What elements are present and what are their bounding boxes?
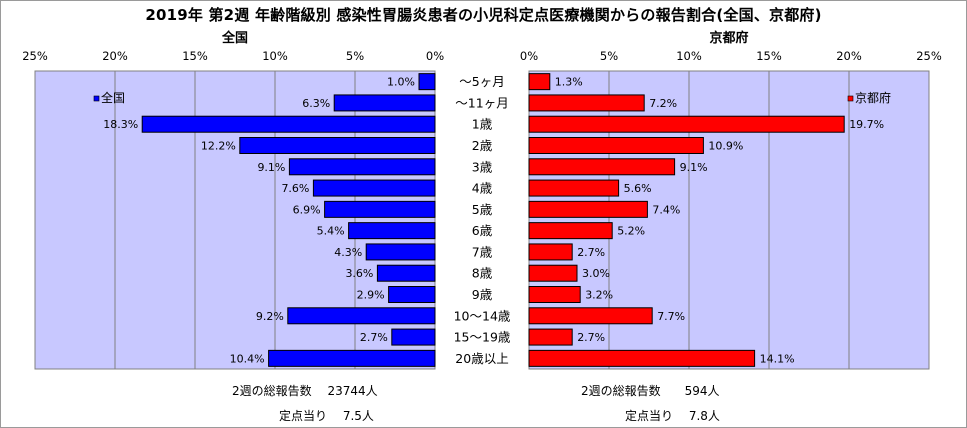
national-bar <box>287 307 436 325</box>
national-bar <box>141 115 436 133</box>
kyoto-legend-label: 京都府 <box>855 90 891 105</box>
category-label: ～5ヶ月 <box>459 74 504 89</box>
kyoto-value-label: 2.7% <box>577 331 605 344</box>
national-bar <box>376 264 436 282</box>
kyoto-tick-label: 5% <box>600 49 618 63</box>
kyoto-tick-label: 25% <box>916 49 942 63</box>
kyoto-bar <box>528 243 573 261</box>
kyoto-value-label: 10.9% <box>708 140 743 153</box>
national-bar <box>391 328 436 346</box>
national-value-label: 12.2% <box>201 140 236 153</box>
national-bar <box>239 137 436 154</box>
category-label: 6歳 <box>472 223 493 238</box>
national-bar <box>288 158 436 176</box>
national-tick-label: 15% <box>182 49 208 63</box>
national-tick-label: 5% <box>346 49 364 63</box>
category-label: 3歳 <box>472 159 493 174</box>
kyoto-total-reports: 2週の総報告数 594人 <box>581 384 720 398</box>
kyoto-value-label: 2.7% <box>577 246 605 259</box>
national-total-reports: 2週の総報告数 23744人 <box>232 384 378 398</box>
national-value-label: 6.3% <box>302 97 330 110</box>
kyoto-tick-label: 20% <box>836 49 862 63</box>
national-value-label: 3.6% <box>345 267 373 280</box>
category-label: 8歳 <box>472 266 493 281</box>
national-value-label: 18.3% <box>103 118 138 131</box>
kyoto-value-label: 3.2% <box>585 289 613 302</box>
national-bar <box>312 179 436 197</box>
category-label: 2歳 <box>472 138 493 153</box>
national-legend-swatch <box>93 95 100 102</box>
national-value-label: 2.7% <box>360 331 388 344</box>
category-label: 9歳 <box>472 287 493 302</box>
national-legend-label: 全国 <box>101 90 125 105</box>
kyoto-bar <box>528 307 653 325</box>
national-value-label: 10.4% <box>230 352 265 365</box>
kyoto-bar <box>528 179 620 197</box>
category-label: 7歳 <box>472 244 493 259</box>
category-label: 10～14歳 <box>454 308 511 323</box>
national-value-label: 9.2% <box>256 310 284 323</box>
national-value-label: 6.9% <box>293 203 321 216</box>
national-bar <box>333 94 436 112</box>
national-bar <box>348 222 436 240</box>
kyoto-bar <box>528 115 845 133</box>
kyoto-plot-area <box>528 70 930 370</box>
kyoto-bar <box>528 222 613 240</box>
kyoto-legend-swatch <box>847 95 854 102</box>
kyoto-value-label: 5.2% <box>617 225 645 238</box>
national-value-label: 4.3% <box>334 246 362 259</box>
national-tick-label: 20% <box>102 49 128 63</box>
national-bar <box>324 200 436 218</box>
national-plot-area <box>34 70 436 370</box>
kyoto-value-label: 7.2% <box>649 97 677 110</box>
kyoto-value-label: 1.3% <box>555 76 583 89</box>
category-label: 1歳 <box>472 117 493 132</box>
kyoto-bar <box>528 264 578 282</box>
national-value-label: 1.0% <box>387 76 415 89</box>
kyoto-bar <box>528 328 573 346</box>
national-tick-label: 0% <box>426 49 444 63</box>
kyoto-tick-label: 10% <box>676 49 702 63</box>
national-value-label: 9.1% <box>257 161 285 174</box>
national-value-label: 2.9% <box>357 289 385 302</box>
national-bar <box>365 243 436 261</box>
national-bar <box>418 73 436 91</box>
kyoto-panel-title: 京都府 <box>709 31 749 46</box>
kyoto-value-label: 7.7% <box>657 310 685 323</box>
kyoto-bar <box>528 286 581 303</box>
national-bar <box>268 349 436 367</box>
national-bar <box>388 286 436 303</box>
kyoto-value-label: 19.7% <box>849 118 884 131</box>
kyoto-bar <box>528 158 676 176</box>
main-title: 2019年 第2週 年齢階級別 感染性胃腸炎患者の小児科定点医療機関からの報告割… <box>145 6 822 24</box>
kyoto-bar <box>528 137 704 154</box>
category-label: 4歳 <box>472 181 493 196</box>
category-label: 15～19歳 <box>454 330 511 345</box>
national-value-label: 7.6% <box>281 182 309 195</box>
category-label: 20歳以上 <box>455 351 508 366</box>
kyoto-bar <box>528 349 756 367</box>
national-per-site: 定点当り 7.5人 <box>279 409 374 423</box>
kyoto-bar <box>528 200 648 218</box>
kyoto-tick-label: 0% <box>520 49 538 63</box>
kyoto-tick-label: 15% <box>756 49 782 63</box>
national-tick-label: 10% <box>262 49 288 63</box>
national-tick-label: 25% <box>22 49 48 63</box>
kyoto-value-label: 3.0% <box>582 267 610 280</box>
kyoto-value-label: 5.6% <box>624 182 652 195</box>
kyoto-value-label: 9.1% <box>680 161 708 174</box>
kyoto-bar <box>528 73 551 91</box>
kyoto-value-label: 7.4% <box>652 203 680 216</box>
category-label: ～11ヶ月 <box>455 95 508 110</box>
kyoto-value-label: 14.1% <box>760 352 795 365</box>
category-label: 5歳 <box>472 202 493 217</box>
national-panel-title: 全国 <box>221 31 248 46</box>
kyoto-bar <box>528 94 645 112</box>
national-value-label: 5.4% <box>317 225 345 238</box>
kyoto-per-site: 定点当り 7.8人 <box>625 409 720 423</box>
